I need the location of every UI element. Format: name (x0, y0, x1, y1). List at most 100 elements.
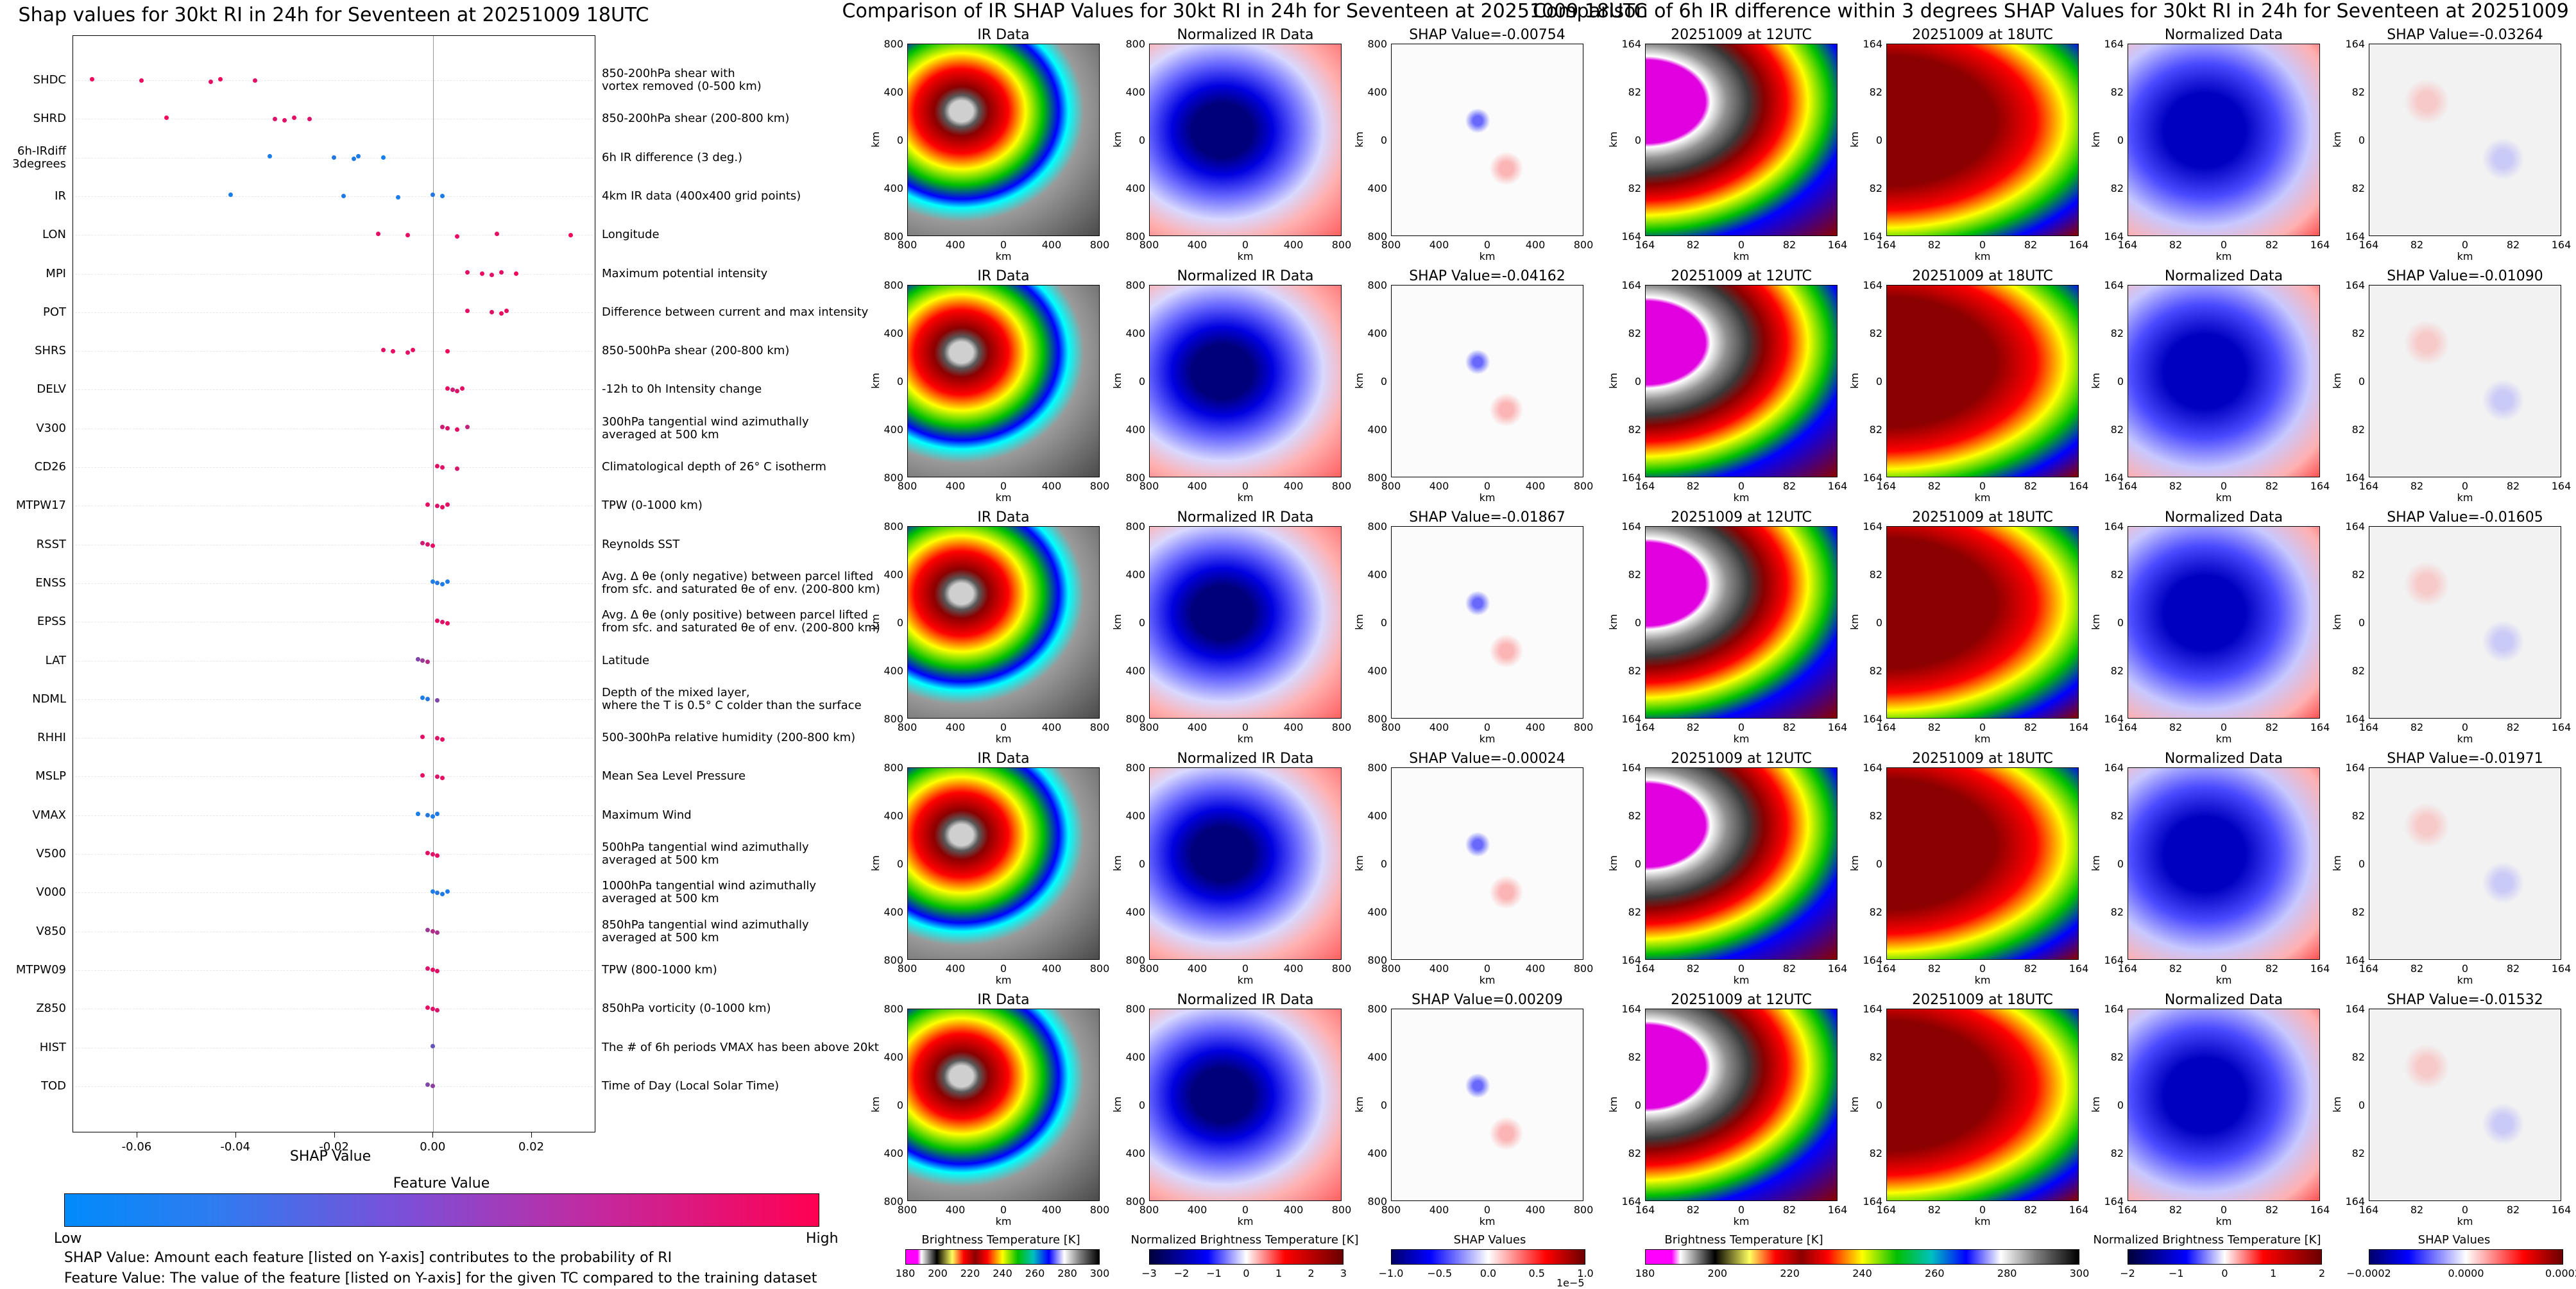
x-tick-label: 164 (2358, 1204, 2379, 1216)
x-axis-label: km (995, 1215, 1012, 1227)
colorbar-tick-label: 0.0002 (2545, 1267, 2576, 1279)
y-tick-label: 400 (883, 1051, 903, 1063)
x-tick-label: 82 (1782, 1204, 1796, 1216)
row-gridline (75, 969, 593, 971)
shap-point (139, 78, 144, 83)
x-tick-label: 0 (1241, 721, 1249, 733)
y-tick-label: 800 (1125, 713, 1145, 725)
y-tick-label: 400 (1125, 810, 1145, 822)
shap-point (445, 426, 450, 431)
x-tick-label: 82 (2169, 721, 2183, 733)
x-tick-label: 164 (1876, 239, 1897, 251)
feature-code-label: MSLP (35, 769, 66, 783)
y-tick-label: 82 (2110, 1051, 2124, 1063)
x-tick-label: 164 (1635, 239, 1655, 251)
y-tick-label: 164 (1621, 713, 1641, 725)
x-tick-label: 82 (2265, 480, 2279, 492)
feature-description: 850hPa tangential wind azimuthally (602, 918, 809, 932)
y-tick-label: 164 (1863, 1003, 1882, 1015)
shap-point (455, 427, 460, 432)
row-gridline (75, 776, 593, 778)
x-tick-label: 0 (1483, 1204, 1491, 1216)
row-gridline (75, 351, 593, 352)
feature-code-label: RSST (36, 537, 66, 551)
colorbar-tick-label: 180 (1635, 1267, 1655, 1279)
y-tick-label: 164 (1621, 38, 1641, 50)
x-tick-label: 82 (2506, 721, 2520, 733)
x-tick-label: 0 (2461, 721, 2469, 733)
panel-title: 20251009 at 12UTC (1671, 509, 1812, 525)
x-tick-label: 800 (1139, 721, 1159, 733)
feature-description: Maximum potential intensity (602, 266, 768, 280)
x-tick-label: 164 (2310, 962, 2330, 975)
y-tick-label: 400 (883, 810, 903, 822)
feature-description: from sfc. and saturated θe of env. (200-… (602, 582, 880, 596)
panel-title: Normalized Data (2164, 509, 2283, 525)
x-tick-label: 82 (1686, 1204, 1700, 1216)
y-tick-label: 82 (1869, 1147, 1882, 1159)
x-tick-mark (235, 1132, 236, 1138)
y-tick-label: 0 (1138, 617, 1145, 629)
x-tick-label: 0 (2461, 239, 2469, 251)
y-tick-label: 82 (2351, 1147, 2365, 1159)
x-tick-label: 164 (2068, 480, 2089, 492)
y-tick-label: 164 (1863, 279, 1882, 291)
shap-point (440, 737, 445, 742)
y-tick-label: 800 (1125, 230, 1145, 243)
y-tick-label: 400 (1125, 906, 1145, 918)
feature-description: TPW (0-1000 km) (602, 499, 703, 513)
y-tick-label: 0 (1380, 858, 1387, 870)
x-tick-label: 164 (2310, 721, 2330, 733)
colorbar-tick-label: 260 (1925, 1267, 1945, 1279)
heatmap-panel (1149, 526, 1342, 719)
colorbar-tick-label: −1 (2168, 1267, 2184, 1279)
y-tick-label: 164 (1863, 713, 1882, 725)
shap-point (435, 890, 440, 895)
colorbar-low-label: Low (54, 1231, 82, 1247)
shap-chart-title: Shap values for 30kt RI in 24h for Seven… (18, 4, 649, 26)
x-tick-label: 164 (2551, 480, 2572, 492)
colorbar-tick-label: 280 (1997, 1267, 2017, 1279)
y-tick-label: 164 (1863, 1195, 1882, 1208)
y-tick-label: 400 (1125, 86, 1145, 98)
y-tick-label: 800 (883, 762, 903, 774)
y-tick-label: 82 (2110, 327, 2124, 339)
panel-title: 20251009 at 18UTC (1912, 27, 2053, 43)
shap-point (435, 503, 440, 508)
panel-title: SHAP Value=-0.04162 (1409, 268, 1565, 284)
x-tick-label: 800 (1139, 239, 1159, 251)
y-tick-label: 82 (2351, 86, 2365, 98)
mid-cbar3-exponent: 1e−5 (1557, 1277, 1585, 1289)
y-tick-label: 800 (1125, 520, 1145, 533)
y-tick-label: 0 (1138, 1099, 1145, 1111)
shap-point (282, 117, 287, 123)
feature-code-label: IR (55, 189, 66, 203)
heatmap-panel (2369, 1009, 2561, 1201)
y-tick-label: 800 (1125, 954, 1145, 966)
colorbar-tick-label: 300 (1089, 1267, 1110, 1279)
heatmap-panel (1645, 526, 1838, 719)
shap-point (425, 660, 431, 664)
x-tick-label: 800 (1573, 1204, 1594, 1216)
shap-point (430, 889, 435, 894)
shap-point (425, 928, 431, 933)
shap-point (504, 309, 509, 314)
y-tick-label: 164 (2104, 713, 2124, 725)
x-axis-label: km (995, 491, 1012, 504)
y-tick-label: 82 (2110, 665, 2124, 677)
shap-point (164, 115, 169, 120)
x-tick-label: 164 (1827, 721, 1848, 733)
y-tick-label: 800 (883, 954, 903, 966)
y-tick-label: 0 (2117, 617, 2124, 629)
colorbar-tick-label: 0 (2221, 1267, 2228, 1279)
x-tick-label: 164 (1635, 480, 1655, 492)
y-tick-label: 0 (1380, 1099, 1387, 1111)
colorbar-tick-label: −2 (1173, 1267, 1190, 1279)
feature-code-label: RHHI (37, 731, 66, 745)
x-tick-label: 0 (1241, 239, 1249, 251)
x-tick-label: 800 (1381, 480, 1401, 492)
x-tick-label: 82 (1686, 962, 1700, 975)
panel-title: Normalized Data (2164, 27, 2283, 43)
y-tick-label: 164 (1621, 279, 1641, 291)
feature-code-label: EPSS (37, 615, 66, 629)
